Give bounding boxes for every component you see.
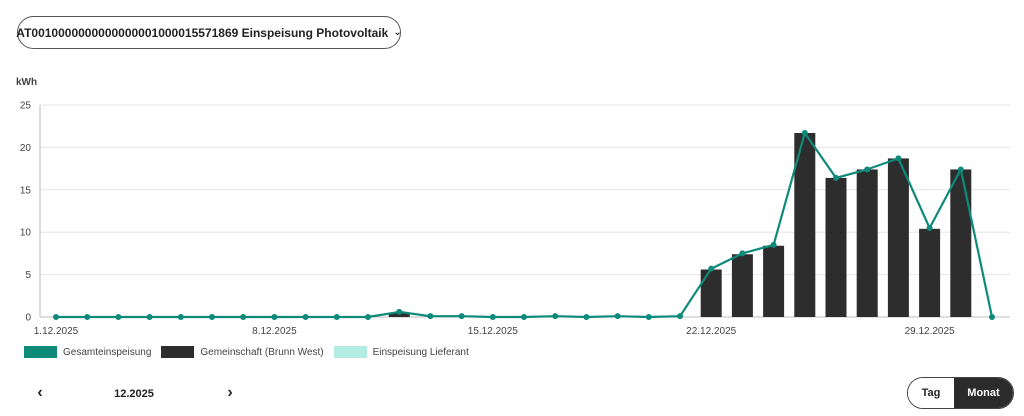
x-tick-label: 1.12.2025 [34,326,79,337]
legend-item-einspeisung-lieferant[interactable]: Einspeisung Lieferant [333,346,469,358]
y-tick-label: 0 [25,313,31,324]
line-point[interactable] [333,314,340,320]
toggle-day-button[interactable]: Tag [908,378,954,408]
legend-label: Gesamteinspeisung [63,346,152,358]
legend-swatch [161,346,195,358]
line-point[interactable] [770,241,777,248]
line-point[interactable] [271,314,278,320]
bar-gemeinschaft[interactable] [763,245,785,317]
period-label: 12.2025 [114,388,154,400]
meter-point-dropdown[interactable]: AT0010000000000000001000015571869 Einspe… [16,16,402,49]
line-point[interactable] [645,314,652,320]
chart-legend: Gesamteinspeisung Gemeinschaft (Brunn We… [24,345,469,359]
legend-item-gesamteinspeisung[interactable]: Gesamteinspeisung [24,346,151,358]
line-point[interactable] [989,314,995,320]
y-tick-label: 10 [20,228,32,239]
chart-grid [39,104,1010,318]
line-point[interactable] [365,314,371,320]
bar-gemeinschaft[interactable] [887,158,909,317]
line-point[interactable] [583,314,590,320]
line-point[interactable] [614,313,621,320]
x-tick-label: 29.12.2025 [905,326,955,337]
line-point[interactable] [833,174,839,181]
line-point[interactable] [864,166,871,173]
legend-label: Einspeisung Lieferant [372,346,469,358]
line-point[interactable] [552,313,559,320]
chevron-down-icon: ⌄ [393,27,402,38]
line-point[interactable] [957,166,964,173]
bar-gemeinschaft[interactable] [950,169,972,317]
legend-item-gemeinschaft[interactable]: Gemeinschaft (Brunn West) [161,346,324,358]
line-point[interactable] [209,314,215,320]
bar-gemeinschaft[interactable] [825,177,847,317]
y-tick-label: 25 [20,101,32,112]
line-point[interactable] [489,314,496,320]
line-point[interactable] [926,224,933,231]
bar-gemeinschaft[interactable] [856,169,878,317]
energy-chart-svg: kWh 0 5 10 15 20 25 1.12.2025 8.12.2025 15.12.2… [16,77,1010,337]
x-tick-label: 15.12.2025 [468,326,518,337]
bar-gemeinschaft[interactable] [794,132,816,317]
line-point[interactable] [458,313,465,320]
legend-label: Gemeinschaft (Brunn West) [200,346,324,358]
y-tick-label: 5 [25,270,31,281]
legend-swatch [333,346,367,358]
chevron-left-icon[interactable]: ‹ [37,384,43,401]
line-point[interactable] [302,314,309,320]
bar-gemeinschaft[interactable] [700,269,722,317]
line-point[interactable] [115,314,122,320]
chevron-right-icon[interactable]: › [227,384,233,401]
meter-point-label: AT0010000000000000001000015571869 Einspe… [16,25,389,40]
bar-gemeinschaft[interactable] [731,254,753,317]
line-point[interactable] [177,314,184,320]
toggle-month-button[interactable]: Monat [954,378,1013,408]
line-point[interactable] [677,313,683,320]
y-tick-label: 20 [20,143,32,154]
x-tick-label: 22.12.2025 [686,326,736,337]
line-point[interactable] [895,155,902,162]
line-point[interactable] [146,314,153,320]
view-toggle: Tag Monat [907,377,1014,409]
chart-bars [388,132,972,317]
line-point[interactable] [53,314,59,320]
x-axis-ticks: 1.12.2025 8.12.2025 15.12.2025 22.12.2025 29… [34,326,955,337]
line-point[interactable] [84,314,91,320]
line-point[interactable] [739,250,746,257]
line-point[interactable] [396,308,403,315]
y-axis-ticks: 0 5 10 15 20 25 [20,101,32,324]
line-point[interactable] [708,265,715,272]
y-axis-unit-label: kWh [16,77,37,88]
chart-line [53,129,995,320]
legend-swatch [24,346,57,358]
line-point[interactable] [427,313,434,320]
y-tick-label: 15 [20,185,32,196]
line-point[interactable] [801,129,808,136]
energy-chart: kWh 0 5 10 15 20 25 1.12.2025 8.12.2025 15.12.2… [0,70,1024,340]
line-point[interactable] [521,314,527,320]
line-point[interactable] [240,314,247,320]
x-tick-label: 8.12.2025 [252,326,297,337]
line-gesamteinspeisung [56,131,994,319]
bar-gemeinschaft[interactable] [919,228,941,317]
